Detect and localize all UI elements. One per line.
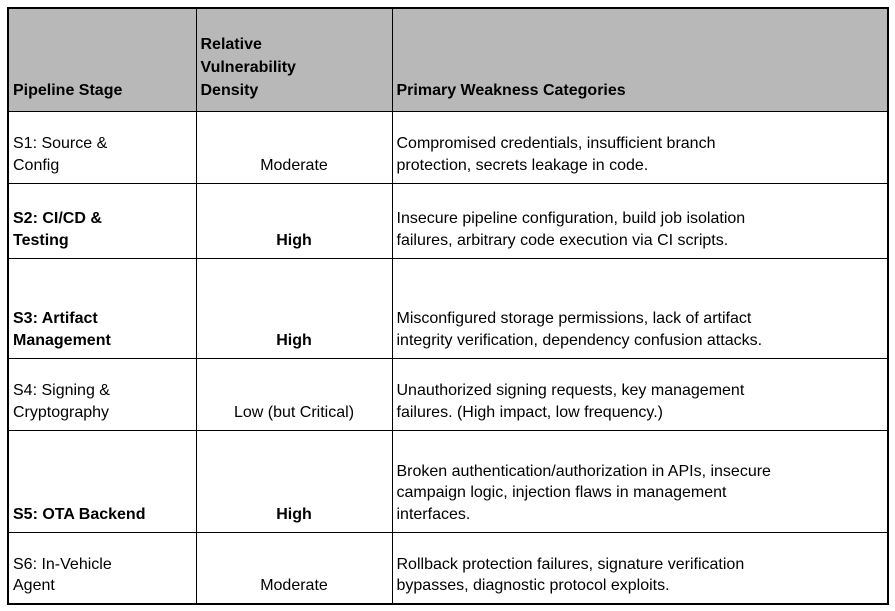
header-pipeline-stage: Pipeline Stage — [7, 7, 197, 112]
weakness-cell: Misconfigured storage permissions, lack … — [391, 257, 889, 359]
table-body: S1: Source & Config Moderate Compromised… — [7, 110, 889, 605]
weakness-cell: Compromised credentials, insufficient br… — [391, 110, 889, 184]
pipeline-vulnerability-table: Pipeline Stage Relative Vulnerability De… — [7, 7, 889, 605]
table-row: S2: CI/CD & Testing High Insecure pipeli… — [7, 182, 889, 259]
table-row: S3: Artifact Management High Misconfigur… — [7, 257, 889, 359]
table-row: S4: Signing & Cryptography Low (but Crit… — [7, 357, 889, 431]
weakness-cell: Insecure pipeline configuration, build j… — [391, 182, 889, 259]
density-cell: Moderate — [195, 531, 393, 605]
header-weakness-categories: Primary Weakness Categories — [391, 7, 889, 112]
weakness-cell: Rollback protection failures, signature … — [391, 531, 889, 605]
density-cell: Moderate — [195, 110, 393, 184]
stage-cell: S3: Artifact Management — [7, 257, 197, 359]
weakness-cell: Broken authentication/authorization in A… — [391, 429, 889, 533]
header-row: Pipeline Stage Relative Vulnerability De… — [7, 7, 889, 112]
stage-cell: S5: OTA Backend — [7, 429, 197, 533]
stage-cell: S2: CI/CD & Testing — [7, 182, 197, 259]
weakness-cell: Unauthorized signing requests, key manag… — [391, 357, 889, 431]
stage-cell: S4: Signing & Cryptography — [7, 357, 197, 431]
table-row: S1: Source & Config Moderate Compromised… — [7, 110, 889, 184]
table-header: Pipeline Stage Relative Vulnerability De… — [7, 7, 889, 112]
density-cell: High — [195, 182, 393, 259]
stage-cell: S6: In-Vehicle Agent — [7, 531, 197, 605]
header-vulnerability-density: Relative Vulnerability Density — [195, 7, 393, 112]
table-row: S6: In-Vehicle Agent Moderate Rollback p… — [7, 531, 889, 605]
stage-cell: S1: Source & Config — [7, 110, 197, 184]
density-cell: High — [195, 429, 393, 533]
density-cell: High — [195, 257, 393, 359]
table-row: S5: OTA Backend High Broken authenticati… — [7, 429, 889, 533]
density-cell: Low (but Critical) — [195, 357, 393, 431]
